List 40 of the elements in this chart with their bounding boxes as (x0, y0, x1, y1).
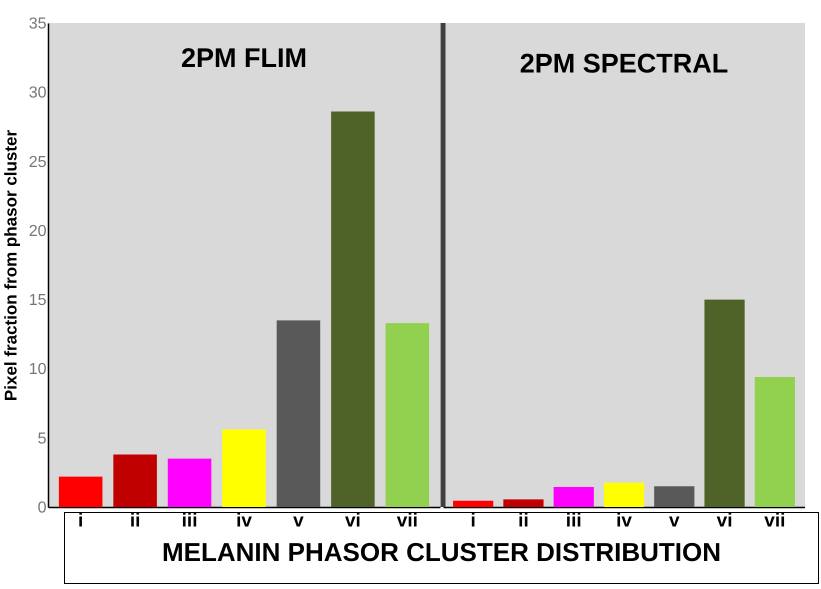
y-tick-label: 5 (38, 430, 47, 448)
x-tick-label: iv (616, 510, 632, 532)
bar (58, 476, 102, 507)
bar (604, 482, 644, 507)
x-tick-label: i (78, 510, 84, 532)
bar (168, 458, 212, 507)
bar (654, 486, 694, 507)
x-axis-title: MELANIN PHASOR CLUSTER DISTRIBUTION (162, 536, 721, 566)
x-tick-label: vi (344, 510, 361, 532)
y-tick-label: 35 (28, 16, 47, 32)
x-tick-label: vii (396, 510, 418, 532)
y-tick-label: 15 (28, 292, 47, 310)
bar (331, 112, 375, 507)
bar (222, 430, 266, 507)
x-tick-label: v (293, 510, 304, 532)
x-tick-label: ii (518, 510, 529, 532)
bar (453, 500, 494, 507)
text: 2PM SPECTRAL (520, 48, 728, 78)
x-tick-label: iv (236, 510, 252, 532)
bar (704, 300, 745, 507)
y-tick-label: 20 (28, 222, 47, 240)
y-tick-label: 30 (28, 84, 47, 102)
bar (554, 486, 594, 507)
y-axis-title: Pixel fraction from phasor cluster (2, 130, 21, 402)
bar (503, 499, 544, 507)
bar (276, 320, 320, 507)
bar (754, 377, 795, 507)
x-tick-label: iii (566, 510, 582, 532)
y-tick-label: 0 (38, 500, 47, 516)
x-tick-label: vi (716, 510, 732, 532)
bar (113, 454, 157, 507)
text: 2PM FLIM (181, 43, 307, 73)
x-tick-label: vii (764, 510, 786, 532)
bar (386, 323, 430, 507)
x-tick-label: ii (130, 510, 140, 532)
y-tick-label: 25 (28, 154, 47, 171)
y-tick-label: 10 (28, 361, 47, 378)
x-tick-label: v (668, 510, 680, 532)
x-tick-label: i (470, 510, 476, 532)
x-tick-label: iii (182, 510, 198, 532)
